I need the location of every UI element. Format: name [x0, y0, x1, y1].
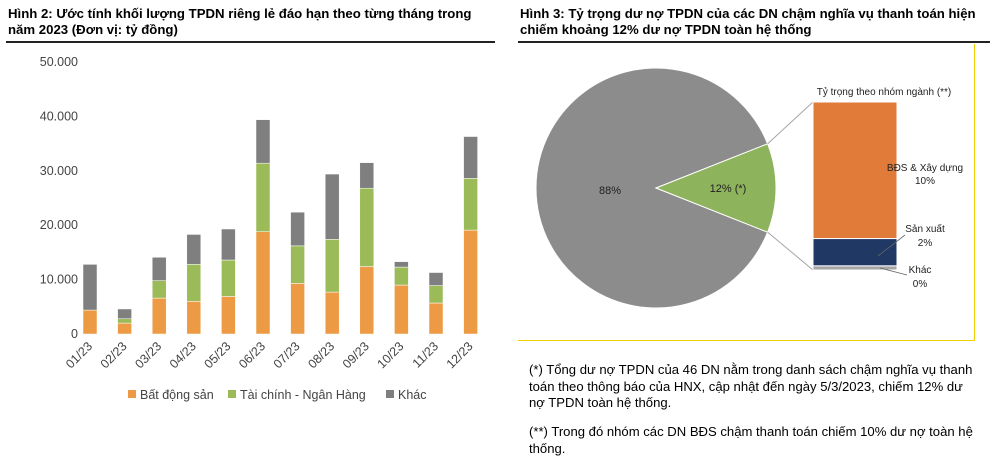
y-tick-label: 10.000 [40, 273, 78, 287]
bar-segment [324, 173, 340, 240]
x-tick-label: 02/23 [98, 339, 130, 371]
bar-segment [117, 318, 132, 324]
pie-label-main: 88% [599, 185, 621, 197]
breakdown-label-name: BĐS & Xây dựng [887, 163, 963, 174]
bar-segment [221, 296, 236, 335]
y-tick-label: 40.000 [40, 109, 78, 123]
x-tick-label: 08/23 [305, 339, 337, 371]
footnote-1: (*) Tổng dư nợ TPDN của 46 DN nằm trong … [529, 362, 973, 410]
bar-segment [255, 119, 271, 164]
bar-segment [82, 309, 98, 335]
breakdown-segment [812, 265, 898, 271]
x-tick-label: 07/23 [271, 339, 303, 371]
y-tick-label: 20.000 [40, 218, 78, 232]
x-tick-label: 12/23 [444, 339, 476, 371]
bar-segment [428, 285, 444, 304]
figure2-border-right [974, 44, 975, 341]
figure2-title: Hình 3: Tỷ trọng dư nợ TPDN của các DN c… [520, 6, 976, 37]
bar-segment [428, 302, 444, 335]
bar-segment [221, 259, 236, 297]
bar-segment [428, 272, 444, 286]
bar-segment [324, 291, 340, 335]
breakdown-segment [812, 101, 898, 240]
bar-segment [151, 280, 167, 299]
x-tick-label: 10/23 [375, 339, 407, 371]
leader-line [879, 267, 908, 276]
legend-swatch [128, 390, 136, 398]
x-tick-label: 03/23 [132, 339, 164, 371]
connector-line [767, 231, 814, 271]
figure2-divider [518, 41, 990, 43]
x-tick-label: 04/23 [167, 339, 199, 371]
x-tick-label: 05/23 [202, 339, 234, 371]
bar-segment [117, 308, 132, 320]
bar-segment [255, 162, 271, 232]
bar-segment [221, 228, 236, 261]
bar-segment [186, 234, 202, 265]
bar-segment [151, 257, 167, 281]
bar-segment [324, 239, 340, 293]
stacked-bar-chart: 0 10.000 20.000 30.000 40.000 50.000 01/23 02/… [40, 55, 478, 402]
x-tick-label: 11/23 [410, 339, 441, 370]
bar-segment [290, 245, 305, 284]
breakdown-label-value: 10% [915, 176, 935, 187]
pie-breakdown-chart: 88% 12% (*) Tỷ trọng theo nhóm ngành (**)… [535, 67, 963, 309]
legend-swatch [228, 390, 236, 398]
bar-segment [186, 264, 202, 302]
bar-segment [117, 322, 132, 335]
pie-label-highlight: 12% (*) [710, 183, 747, 195]
bar-segment [82, 264, 98, 311]
pie-slice-highlight [654, 143, 777, 233]
x-tick-label: 01/23 [63, 339, 95, 371]
bar-segment [290, 211, 305, 247]
bar-segment [463, 229, 478, 335]
bar-segment [359, 162, 375, 189]
breakdown-label-name: Khác [909, 265, 932, 276]
y-tick-label: 50.000 [40, 55, 78, 69]
legend-label: Tài chính - Ngân Hàng [240, 388, 366, 402]
x-tick-label: 09/23 [340, 339, 372, 371]
breakdown-label-value: 0% [913, 279, 928, 290]
connector-line [767, 101, 814, 145]
legend-label: Khác [398, 388, 427, 402]
bar-segment [463, 136, 478, 179]
pie-slice-main [535, 67, 769, 309]
x-tick-label: 06/23 [236, 339, 268, 371]
breakdown-segment [812, 238, 898, 267]
bar-segment [151, 297, 167, 335]
figure1-divider [6, 41, 495, 43]
bar-segment [394, 261, 409, 268]
legend-label: Bất động sản [140, 388, 214, 402]
bar-segment [359, 187, 375, 267]
y-tick-label: 0 [71, 327, 78, 341]
legend-swatch [386, 390, 394, 398]
footnote-2: (**) Trong đó nhóm các DN BĐS chậm thanh… [529, 424, 973, 456]
figure2-border-bottom [518, 340, 975, 341]
breakdown-title: Tỷ trọng theo nhóm ngành (**) [817, 86, 952, 98]
bar-segment [359, 266, 375, 335]
bar-segment [394, 266, 409, 286]
bar-segment [255, 231, 271, 335]
y-tick-label: 30.000 [40, 164, 78, 178]
bar-segment [394, 284, 409, 335]
bar-segment [186, 301, 202, 335]
figure1-title: Hình 2: Ước tính khối lượng TPDN riêng l… [8, 6, 472, 37]
bar-segment [463, 178, 478, 231]
breakdown-label-value: 2% [918, 238, 933, 249]
leader-line [877, 234, 906, 257]
bar-segment [290, 283, 305, 335]
breakdown-label-name: Sản xuất [905, 223, 945, 235]
